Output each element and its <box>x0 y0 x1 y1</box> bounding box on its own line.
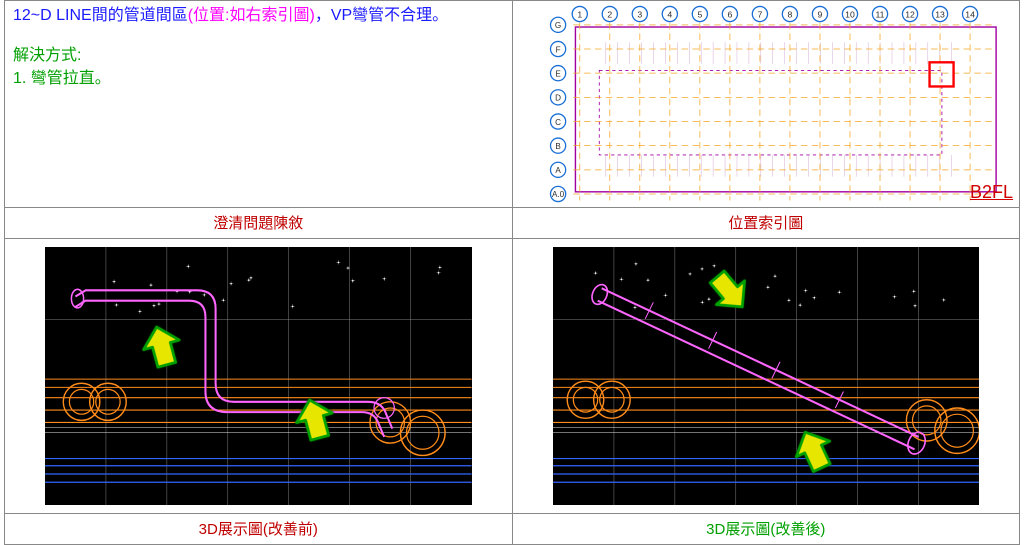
cad-after-diagram <box>553 247 980 505</box>
svg-text:3: 3 <box>637 9 642 19</box>
layout-grid: 12~D LINE間的管道間區(位置:如右索引圖)，VP彎管不合理。 解決方式:… <box>4 0 1020 545</box>
svg-text:D: D <box>555 94 561 103</box>
svg-text:F: F <box>555 45 560 54</box>
svg-text:G: G <box>554 21 560 30</box>
floor-label: B2FL <box>970 182 1013 203</box>
cad-before-diagram <box>45 247 472 505</box>
svg-text:B: B <box>555 142 560 151</box>
svg-text:C: C <box>555 118 561 127</box>
svg-text:5: 5 <box>697 9 702 19</box>
caption-bottom-left: 3D展示圖(改善前) <box>5 514 513 545</box>
svg-text:2: 2 <box>607 9 612 19</box>
svg-text:12: 12 <box>905 9 915 19</box>
floorplan-diagram: 1234567891011121314GFEDCBAA.0 B2FL <box>513 1 1020 207</box>
svg-text:9: 9 <box>817 9 822 19</box>
svg-text:7: 7 <box>757 9 762 19</box>
desc-suffix: ，VP彎管不合理。 <box>315 7 448 24</box>
cell-cad-before <box>5 239 513 514</box>
issue-description: 12~D LINE間的管道間區(位置:如右索引圖)，VP彎管不合理。 <box>13 5 504 27</box>
caption-top-right: 位置索引圖 <box>512 208 1020 239</box>
caption-top-left: 澄清問題陳敘 <box>5 208 513 239</box>
svg-text:E: E <box>555 69 561 78</box>
desc-highlight: (位置:如右索引圖) <box>188 7 315 24</box>
solution-item-1: 1. 彎管拉直。 <box>13 68 504 90</box>
cell-floorplan: 1234567891011121314GFEDCBAA.0 B2FL <box>512 1 1020 208</box>
desc-prefix: 12~D LINE間的管道間區 <box>13 7 188 24</box>
svg-text:4: 4 <box>667 9 672 19</box>
cell-description: 12~D LINE間的管道間區(位置:如右索引圖)，VP彎管不合理。 解決方式:… <box>5 1 513 208</box>
caption-bottom-right: 3D展示圖(改善後) <box>512 514 1020 545</box>
svg-text:13: 13 <box>935 9 945 19</box>
svg-text:A.0: A.0 <box>551 190 564 199</box>
svg-text:14: 14 <box>965 9 975 19</box>
solution-block: 解決方式: 1. 彎管拉直。 <box>13 45 504 90</box>
svg-text:1: 1 <box>577 9 582 19</box>
svg-text:8: 8 <box>787 9 792 19</box>
cell-cad-after <box>512 239 1020 514</box>
svg-text:A: A <box>555 166 561 175</box>
solution-heading: 解決方式: <box>13 45 504 67</box>
svg-text:11: 11 <box>875 9 884 19</box>
svg-text:6: 6 <box>727 9 732 19</box>
svg-text:10: 10 <box>845 9 855 19</box>
